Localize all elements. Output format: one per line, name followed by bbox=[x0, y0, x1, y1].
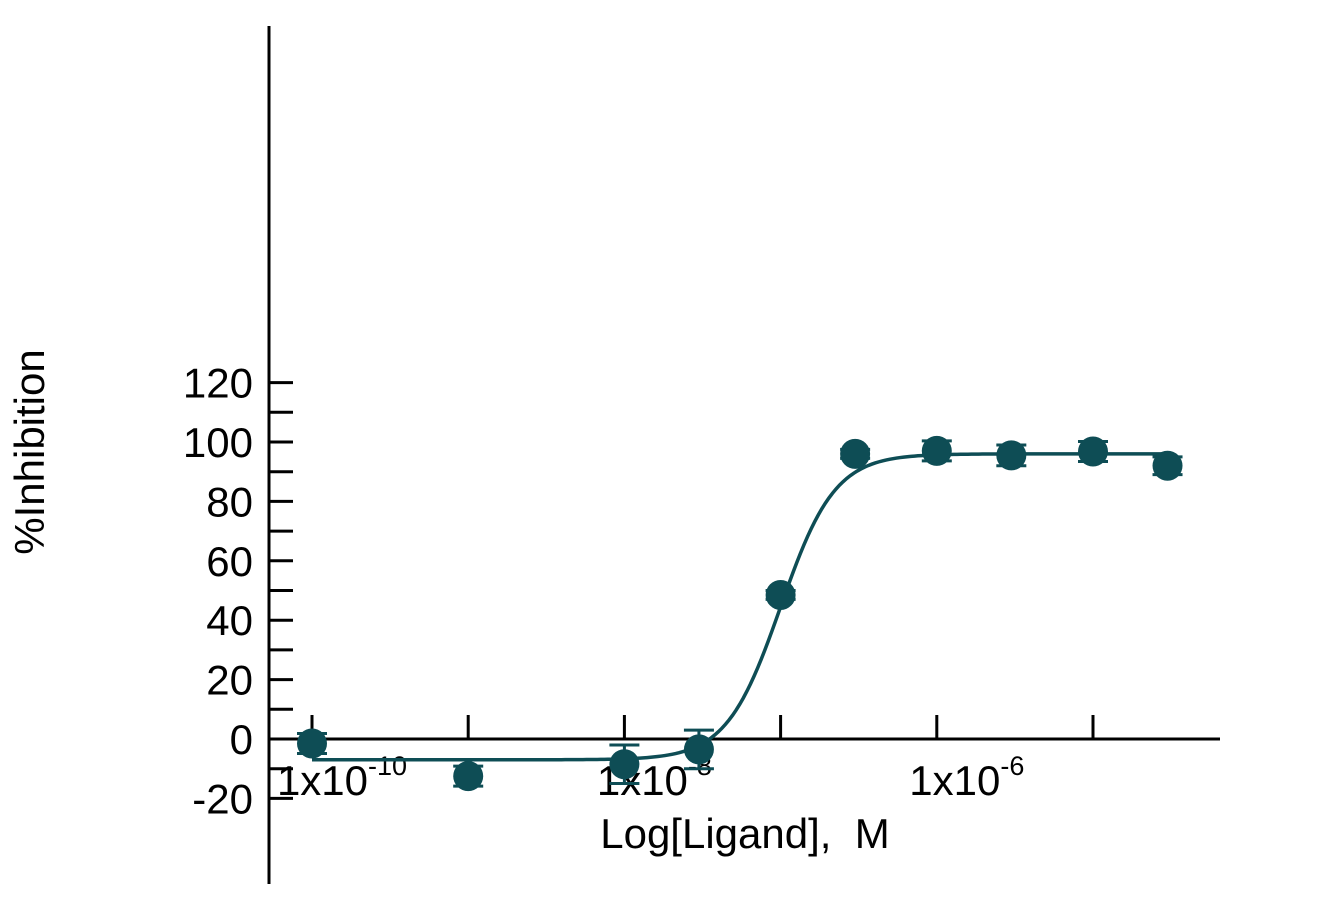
data-point bbox=[297, 728, 327, 759]
y-tick-label: 60 bbox=[206, 538, 253, 585]
data-point bbox=[609, 743, 640, 786]
fit-curve-layer bbox=[312, 452, 1168, 762]
data-point-marker bbox=[840, 438, 871, 469]
x-axis-title: Log[Ligand], M bbox=[600, 810, 890, 857]
data-point-marker bbox=[683, 734, 714, 765]
data-point bbox=[840, 438, 871, 469]
y-tick-label: 100 bbox=[183, 419, 253, 466]
data-point bbox=[1078, 436, 1108, 467]
data-point-marker bbox=[609, 749, 640, 780]
y-axis: -20 0 20 40 60 80 100 120 bbox=[183, 26, 293, 884]
data-point-marker bbox=[996, 440, 1027, 471]
data-point bbox=[1152, 450, 1183, 481]
data-point-marker bbox=[1078, 436, 1108, 467]
y-tick-label: -20 bbox=[192, 775, 253, 822]
y-axis-title: %Inhibition bbox=[6, 349, 53, 554]
x-tick-label: 1x10-6 bbox=[909, 751, 1024, 804]
x-tick-label: 1x10-10 bbox=[277, 751, 407, 804]
data-points-layer bbox=[297, 435, 1183, 792]
y-tick-label: 20 bbox=[206, 657, 253, 704]
y-tick-label: 40 bbox=[206, 597, 253, 644]
y-tick-label: 80 bbox=[206, 478, 253, 525]
data-point-marker bbox=[297, 728, 327, 759]
data-point bbox=[765, 579, 796, 610]
data-point bbox=[996, 440, 1027, 471]
y-tick-label: 120 bbox=[183, 360, 253, 407]
data-point bbox=[453, 761, 484, 792]
data-point-marker bbox=[765, 579, 796, 610]
data-point-marker bbox=[453, 761, 484, 792]
data-point-marker bbox=[1152, 450, 1183, 481]
data-point bbox=[683, 728, 714, 771]
fit-curve bbox=[312, 452, 1168, 762]
y-tick-label: 0 bbox=[230, 716, 253, 763]
data-point-marker bbox=[921, 435, 952, 466]
data-point bbox=[921, 435, 952, 466]
